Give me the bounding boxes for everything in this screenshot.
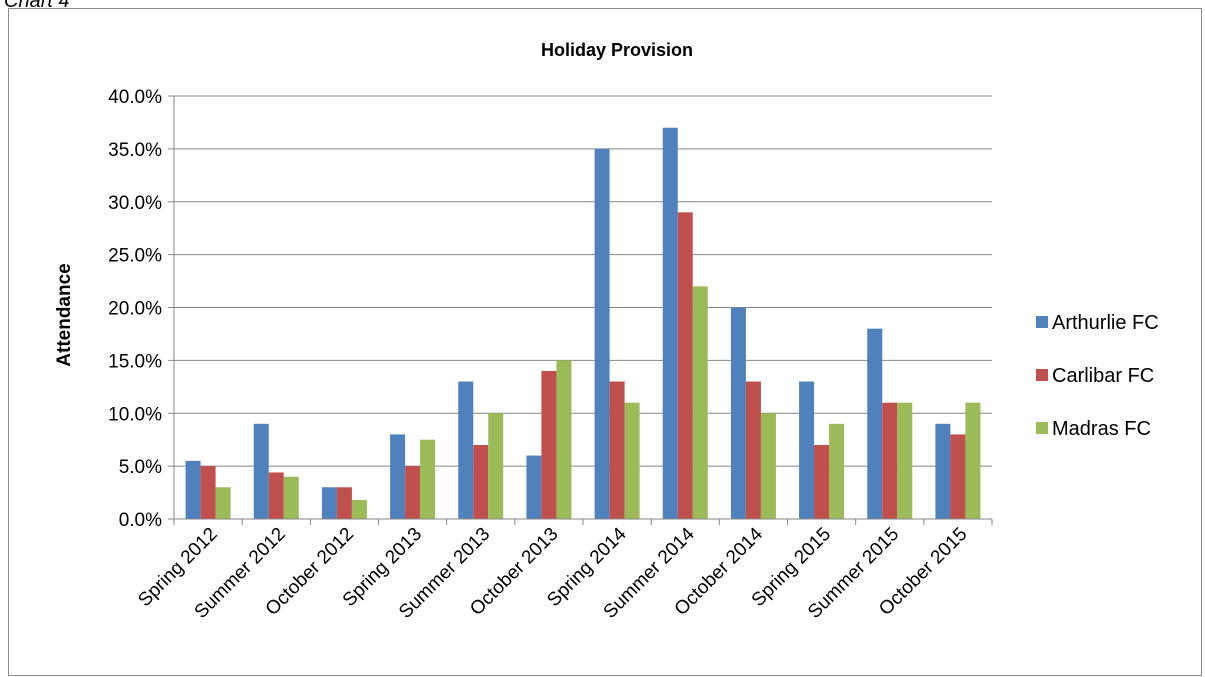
bar [215, 487, 231, 519]
bar [745, 381, 761, 519]
bar-chart: 0.0% 5.0% 10.0% 15.0% 20.0% 25.0% 30.0% 35.0% 40… [54, 40, 1159, 623]
bar [541, 370, 557, 519]
bar [760, 413, 776, 519]
bar [420, 439, 436, 519]
bar [814, 444, 830, 519]
bars [185, 127, 981, 519]
bar [200, 466, 216, 519]
y-tick-label: 30.0% [108, 193, 162, 214]
bar [677, 212, 693, 519]
legend-label: Madras FC [1052, 418, 1151, 440]
legend-label: Arthurlie FC [1052, 312, 1159, 334]
bar [799, 381, 815, 519]
bar [897, 402, 913, 519]
bar [882, 402, 898, 519]
bar [488, 413, 504, 519]
bar [867, 328, 883, 519]
legend-swatch [1036, 422, 1048, 434]
bar [950, 434, 966, 519]
bar [405, 466, 421, 519]
bar [253, 423, 269, 519]
legend-label: Carlibar FC [1052, 365, 1154, 387]
bar [321, 487, 337, 519]
bar [662, 127, 678, 519]
bar [390, 434, 406, 519]
bar [458, 381, 474, 519]
bar [283, 476, 299, 519]
legend: Arthurlie FC Carlibar FC Madras FC [1036, 312, 1159, 440]
chart-frame: 0.0% 5.0% 10.0% 15.0% 20.0% 25.0% 30.0% 35.0% 40… [8, 8, 1202, 676]
legend-swatch [1036, 316, 1048, 328]
y-tick-label: 15.0% [108, 351, 162, 372]
bar [692, 286, 708, 519]
gridlines [174, 95, 992, 467]
bar [594, 148, 610, 519]
bar [609, 381, 625, 519]
bar [351, 499, 367, 519]
bar [829, 423, 845, 519]
bar [730, 307, 746, 519]
bar [473, 444, 489, 519]
y-tick-label: 35.0% [108, 140, 162, 161]
bar [935, 423, 951, 519]
bar [624, 402, 640, 519]
legend-swatch [1036, 369, 1048, 381]
bar [268, 472, 284, 519]
y-tick-label: 0.0% [119, 510, 162, 531]
bar [556, 360, 572, 519]
bar [965, 402, 981, 519]
axes: 0.0% 5.0% 10.0% 15.0% 20.0% 25.0% 30.0% 35.0% 40… [108, 87, 993, 623]
chart-title: Holiday Provision [541, 40, 693, 60]
y-tick-label: 20.0% [108, 299, 162, 320]
bar [526, 455, 542, 519]
bar [336, 487, 352, 519]
y-tick-label: 10.0% [108, 404, 162, 425]
bar [185, 460, 201, 519]
y-tick-label: 25.0% [108, 246, 162, 267]
y-tick-label: 5.0% [119, 457, 162, 478]
y-tick-label: 40.0% [108, 87, 162, 108]
y-axis-label: Attendance [54, 263, 75, 366]
